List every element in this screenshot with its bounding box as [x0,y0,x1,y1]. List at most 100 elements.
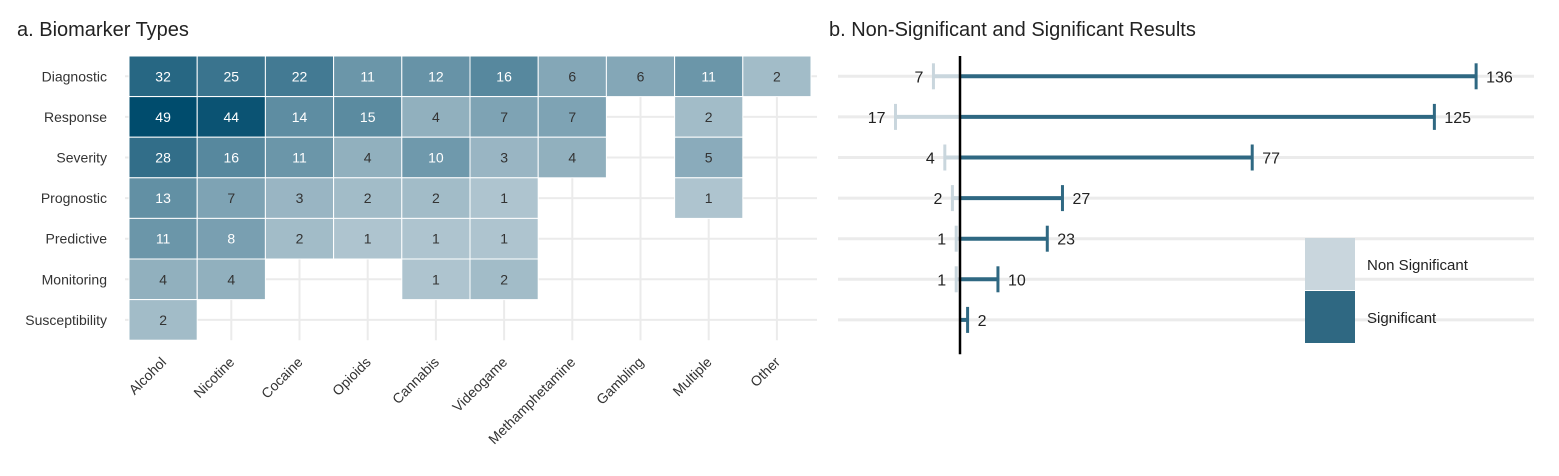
significant-value-label: 2 [978,313,987,330]
heatmap-cell-label: 11 [360,68,375,84]
legend-swatch [1305,238,1355,290]
heatmap-cell-label: 7 [568,109,576,125]
heatmap-cell-label: 1 [432,231,440,247]
heatmap-cell-label: 14 [292,109,308,125]
heatmap-cell-label: 16 [496,68,512,84]
significant-value-label: 77 [1262,151,1280,168]
heatmap-cell [196,217,266,260]
heatmap-cell-label: 44 [224,109,240,125]
heatmap-cell-label: 4 [159,271,167,287]
heatmap-cell-label: 11 [292,150,307,166]
heatmap-cell-label: 2 [364,190,372,206]
heatmap-cell [674,177,744,219]
heatmap-cell-label: 3 [500,150,508,166]
heatmap-cell [469,177,539,219]
heatmap-y-tick-label: Monitoring [42,271,107,287]
heatmap-cell [537,136,607,179]
heatmap-cell-label: 2 [296,231,304,247]
heatmap-x-tick-label: Cannabis [389,354,442,407]
heatmap-cell-label: 13 [155,190,171,206]
heatmap-cell [401,55,471,98]
significant-value-label: 23 [1057,232,1075,249]
heatmap-cell-label: 2 [159,312,167,328]
heatmap-x-tick-label: Nicotine [190,354,237,401]
heatmap-cell-label: 25 [224,68,240,84]
heatmap-cell-label: 6 [568,68,576,84]
heatmap-cell [469,258,539,301]
heatmap-cell-label: 1 [432,271,440,287]
heatmap-cell-label: 3 [296,190,304,206]
heatmap-cell [128,217,198,260]
heatmap-cell-label: 11 [156,231,171,247]
significant-value-label: 136 [1486,69,1513,86]
heatmap-cell-label: 4 [568,150,576,166]
heatmap-cell [537,96,607,138]
heatmap-cell [674,55,744,98]
heatmap-cell-label: 16 [224,150,240,166]
heatmap-y-tick-label: Severity [56,150,107,166]
heatmap-x-tick-label: Videogame [449,354,510,415]
divergent-bar-panel: 7 136 17 125 4 77 2 27 1 23 1 10 2 Non Significant Sig… [838,56,1534,355]
heatmap-cell-label: 5 [705,150,713,166]
heatmap-cell [469,55,539,98]
nonsignificant-value-label: 4 [926,151,935,168]
heatmap-cell-label: 2 [705,109,713,125]
heatmap-cell [401,258,471,301]
heatmap-cell [264,136,335,179]
heatmap-cell-label: 28 [155,150,171,166]
nonsignificant-value-label: 1 [937,272,946,289]
heatmap-cell-label: 7 [227,190,235,206]
heatmap-cell-label: 15 [360,109,376,125]
heatmap-cell-label: 8 [227,231,235,247]
nonsignificant-value-label: 7 [915,69,924,86]
divergent-bar-title: b. Non-Significant and Significant Resul… [829,19,1196,41]
heatmap-x-tick-label: Other [747,354,783,390]
heatmap-y-tick-label: Diagnostic [42,68,107,84]
heatmap-cell-label: 1 [364,231,372,247]
heatmap-cell [128,136,198,179]
heatmap-y-tick-label: Susceptibility [25,312,107,328]
heatmap-cell [605,55,676,98]
heatmap-cell [196,258,266,301]
heatmap-panel: 32 25 22 11 12 16 6 6 11 249 44 14 15 4 7 7 228 16 11 4 10 3 4… [25,55,817,447]
nonsignificant-value-label: 17 [868,110,886,127]
heatmap-cell [128,299,198,341]
heatmap-x-tick-label: Cocaine [258,354,306,402]
nonsignificant-value-label: 2 [934,191,943,208]
nonsignificant-value-label: 1 [937,232,946,249]
heatmap-cell [128,258,198,301]
heatmap-cell [742,55,812,98]
heatmap-cell-label: 6 [637,68,645,84]
heatmap-title: a. Biomarker Types [17,19,189,41]
significant-value-label: 125 [1444,110,1471,127]
heatmap-cell-label: 1 [705,190,713,206]
legend-label: Significant [1367,310,1437,327]
heatmap-cell [401,96,471,138]
heatmap-cell [128,177,198,219]
heatmap-x-tick-label: Alcohol [125,354,169,398]
significant-value-label: 27 [1072,191,1090,208]
legend-label: Non Significant [1367,257,1469,274]
heatmap-x-tick-label: Gambling [593,354,647,408]
heatmap-cell-label: 7 [500,109,508,125]
heatmap-cell-label: 2 [773,68,781,84]
heatmap-x-tick-label: Opioids [329,354,374,399]
heatmap-cell [196,136,266,179]
heatmap-cell [128,96,198,138]
heatmap-cell-label: 10 [428,150,444,166]
heatmap-cell [196,96,266,138]
heatmap-cell-label: 4 [432,109,440,125]
heatmap-cell-label: 32 [155,68,171,84]
heatmap-cell-label: 4 [227,271,235,287]
legend-swatch [1305,291,1355,343]
heatmap-cell-label: 1 [500,231,508,247]
heatmap-cell [333,217,403,260]
significant-value-label: 10 [1008,272,1026,289]
heatmap-cell [264,96,335,138]
heatmap-y-tick-label: Predictive [46,231,108,247]
heatmap-cell-label: 12 [428,68,444,84]
heatmap-cell [333,55,403,98]
heatmap-cell [333,136,403,179]
heatmap-cell-label: 2 [500,271,508,287]
